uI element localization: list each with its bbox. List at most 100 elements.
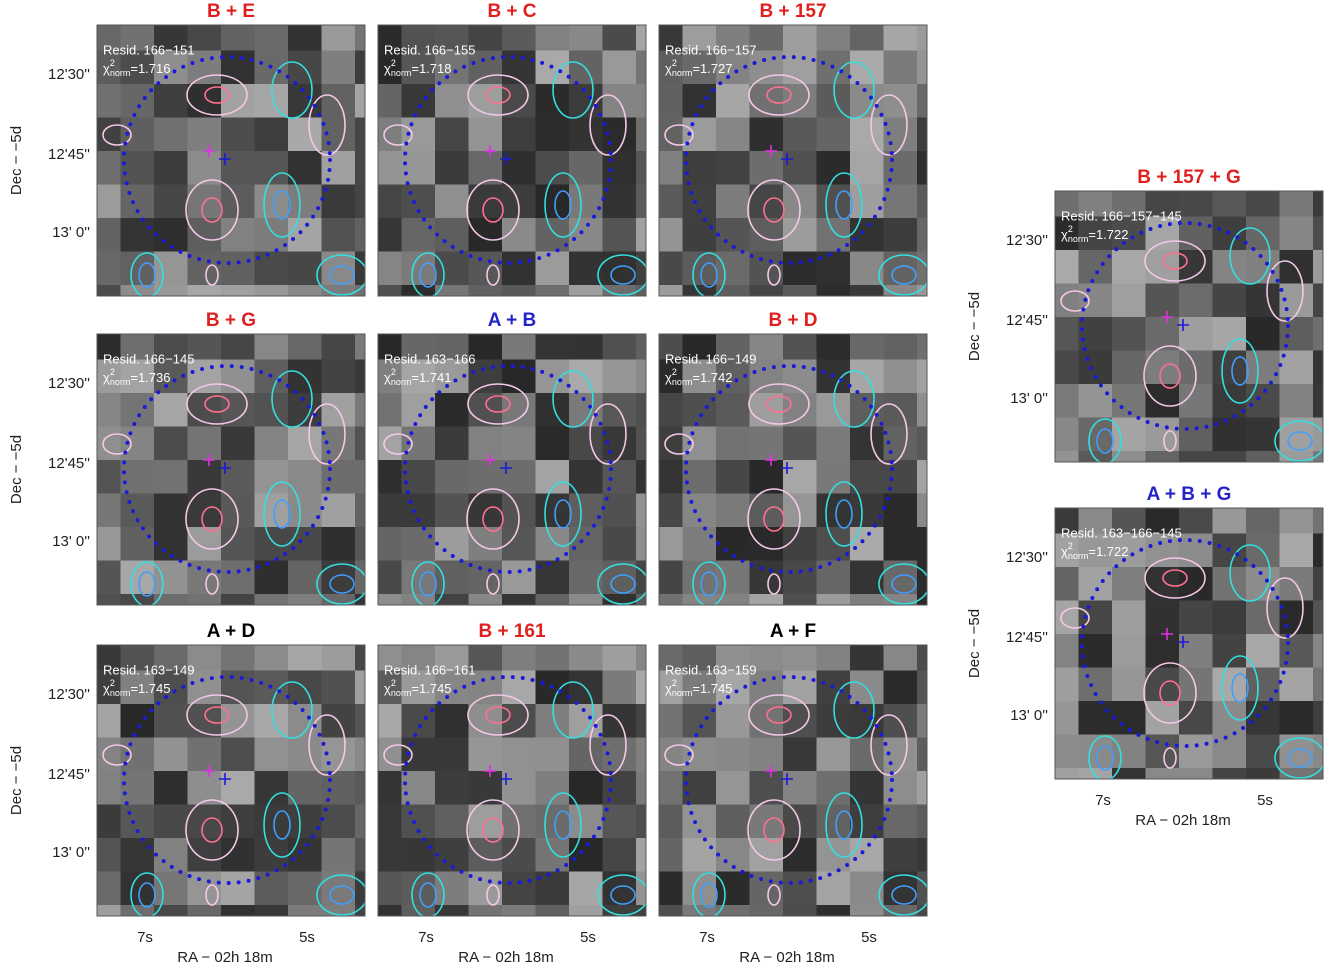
chi-eq: =: [130, 370, 138, 385]
pixel: [435, 871, 469, 906]
pixel: [288, 871, 322, 906]
pixel: [120, 218, 155, 252]
pixel: [716, 285, 750, 296]
pixel: [917, 871, 927, 906]
contour: [747, 488, 801, 550]
pixel: [850, 560, 884, 595]
pixel: [1179, 451, 1213, 462]
pixel: [1212, 350, 1247, 385]
chi-sup: 2: [1068, 541, 1073, 551]
pixel: [917, 117, 927, 152]
pixel: [816, 218, 851, 252]
panel-title: B + D: [768, 310, 817, 331]
pixel: [917, 84, 927, 118]
pixel: [850, 117, 884, 152]
pixel: [355, 84, 365, 118]
pixel: [569, 594, 603, 605]
pixel: [1246, 768, 1280, 779]
pixel: [659, 527, 683, 561]
pixel: [659, 905, 683, 916]
pixel: [187, 285, 222, 296]
residual-map: [97, 334, 365, 605]
pixel: [468, 359, 503, 394]
contour: [1163, 430, 1177, 452]
y-tick-label: 12'30'': [1006, 549, 1048, 566]
pixel: [659, 804, 683, 839]
pixel: [1313, 734, 1323, 769]
pixel: [682, 151, 717, 185]
contour: [589, 94, 627, 156]
pixel: [401, 84, 436, 118]
pixel: [535, 871, 570, 906]
pixel: [401, 359, 436, 394]
pixel: [602, 594, 637, 605]
contour: [833, 681, 875, 739]
residual-map: [378, 645, 646, 916]
pixel: [401, 670, 436, 705]
pixel: [783, 460, 817, 494]
pixel: [602, 218, 637, 252]
chi-eq: =: [130, 61, 138, 76]
contour: [825, 792, 863, 858]
pixel: [816, 560, 851, 595]
pixel: [1055, 600, 1079, 635]
pixel: [716, 25, 750, 51]
pixel: [288, 251, 322, 286]
pixel: [468, 285, 503, 296]
pixel: [783, 670, 817, 705]
pixel: [569, 285, 603, 296]
contour: [1221, 338, 1259, 404]
pixel: [850, 218, 884, 252]
pixel: [120, 50, 155, 85]
pixel: [401, 218, 436, 252]
pixel: [716, 334, 750, 360]
contour: [204, 86, 230, 104]
pixel: [883, 838, 918, 872]
pixel: [288, 285, 322, 296]
chi-label: χ2 norm=1.716: [103, 58, 171, 78]
chi-sup: 2: [1068, 224, 1073, 234]
pixel: [783, 251, 817, 286]
pixel: [816, 594, 851, 605]
contour: [130, 872, 164, 916]
contour: [610, 265, 636, 285]
pixel: [1112, 634, 1146, 668]
pixel: [502, 117, 536, 152]
pixel: [378, 334, 402, 360]
pixel: [401, 460, 436, 494]
pixel: [883, 285, 918, 296]
resid-label: Resid. 166−161: [384, 662, 475, 677]
pixel: [569, 871, 603, 906]
chi-label: χ2 norm=1.745: [103, 678, 171, 698]
pixel: [749, 670, 784, 705]
pixel: [1212, 417, 1247, 452]
pixel: [1246, 417, 1280, 452]
contour: [138, 262, 156, 288]
pixel: [1078, 768, 1113, 779]
panel-title: A + B: [488, 310, 536, 331]
pixel: [187, 334, 222, 360]
pixel: [1179, 600, 1213, 635]
pixel: [1112, 567, 1146, 601]
pixel: [355, 871, 365, 906]
contour: [833, 370, 875, 428]
pixel: [1055, 451, 1079, 462]
pixel: [221, 251, 255, 286]
pixel: [154, 460, 188, 494]
pixel: [120, 771, 155, 805]
pixel: [716, 645, 750, 671]
pixel: [1078, 384, 1113, 418]
pixel: [569, 117, 603, 152]
pixel: [1112, 734, 1146, 769]
pixel: [1078, 350, 1113, 385]
chi-sub: norm: [391, 688, 412, 698]
pixel: [435, 285, 469, 296]
pixel: [1145, 634, 1180, 668]
contour: [185, 179, 239, 241]
pixel: [1078, 567, 1113, 601]
aperture: [684, 675, 894, 885]
contour: [552, 370, 594, 428]
pixel: [749, 334, 784, 360]
contour: [102, 744, 132, 766]
